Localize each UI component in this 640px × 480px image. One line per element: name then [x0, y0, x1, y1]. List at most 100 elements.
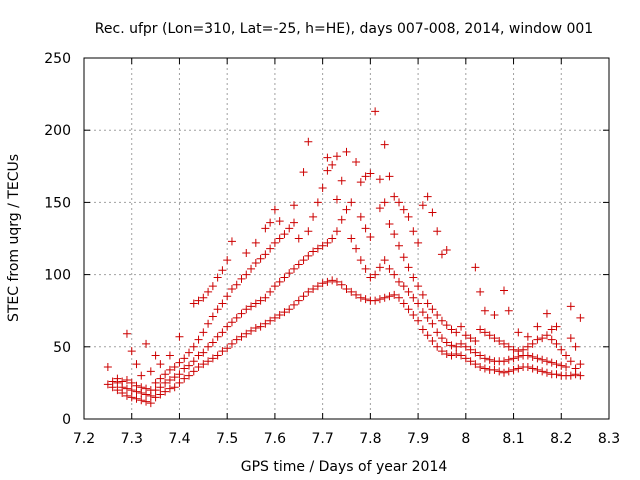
- data-point: [504, 342, 513, 351]
- data-point: [156, 374, 165, 383]
- data-point: [146, 367, 155, 376]
- data-point: [500, 286, 508, 295]
- data-point: [275, 234, 284, 243]
- data-point: [313, 282, 322, 291]
- data-point: [137, 371, 146, 380]
- data-point: [447, 351, 456, 360]
- data-point: [533, 335, 542, 344]
- data-point: [242, 248, 251, 257]
- data-point: [313, 198, 322, 207]
- data-point: [576, 371, 585, 380]
- data-point: [270, 205, 279, 214]
- data-point: [223, 292, 232, 301]
- data-point: [347, 234, 356, 243]
- data-point: [309, 285, 318, 294]
- data-point: [122, 384, 131, 393]
- data-point: [356, 256, 365, 265]
- data-point: [485, 331, 494, 340]
- data-point: [175, 378, 184, 387]
- data-point: [251, 238, 260, 247]
- data-point: [280, 230, 289, 239]
- data-point: [504, 355, 513, 364]
- data-point: [142, 397, 151, 406]
- y-axis-label: STEC from uqrg / TECUs: [6, 154, 22, 322]
- data-point: [251, 324, 260, 333]
- data-point: [552, 339, 561, 348]
- data-point: [461, 331, 470, 340]
- data-point: [442, 246, 451, 255]
- data-point: [509, 365, 518, 374]
- data-point: [356, 293, 365, 302]
- data-point: [437, 347, 446, 356]
- data-point: [442, 350, 451, 359]
- data-point: [328, 276, 337, 285]
- data-point: [418, 325, 427, 334]
- data-point: [390, 290, 399, 299]
- data-point: [390, 192, 399, 201]
- data-point: [433, 311, 442, 320]
- data-point: [213, 332, 222, 341]
- data-point: [170, 363, 179, 372]
- data-point: [371, 107, 380, 116]
- data-point: [304, 137, 313, 146]
- data-point: [361, 264, 370, 273]
- data-point: [261, 250, 270, 259]
- data-point: [428, 337, 437, 346]
- data-point: [189, 367, 198, 376]
- data-point: [299, 256, 308, 265]
- data-point: [437, 250, 446, 259]
- data-point: [103, 363, 112, 372]
- data-point: [304, 227, 313, 236]
- x-tick-label: 7.2: [73, 431, 95, 447]
- data-point: [480, 328, 489, 337]
- data-point: [266, 218, 275, 227]
- data-point: [232, 313, 241, 322]
- data-point: [103, 380, 112, 389]
- data-point: [538, 355, 547, 364]
- data-point: [304, 287, 313, 296]
- data-point: [404, 305, 413, 314]
- data-point: [500, 339, 508, 348]
- data-point: [352, 290, 361, 299]
- data-point: [285, 305, 294, 314]
- data-point: [337, 215, 346, 224]
- data-point: [557, 361, 566, 370]
- data-point: [562, 363, 571, 372]
- data-point: [237, 332, 246, 341]
- data-point: [122, 329, 131, 338]
- data-point: [328, 234, 337, 243]
- data-point: [204, 357, 213, 366]
- data-point: [146, 399, 155, 408]
- data-point: [227, 318, 236, 327]
- data-point: [471, 348, 480, 357]
- data-point: [194, 335, 203, 344]
- data-point: [318, 279, 327, 288]
- data-point: [433, 328, 442, 337]
- data-point: [275, 217, 284, 226]
- data-point: [409, 227, 418, 236]
- data-point: [218, 299, 227, 308]
- data-point: [533, 354, 542, 363]
- data-point: [409, 293, 418, 302]
- data-point: [165, 376, 174, 385]
- data-point: [127, 393, 136, 402]
- data-point: [185, 361, 193, 370]
- data-point: [380, 198, 389, 207]
- data-point: [423, 299, 432, 308]
- data-point: [380, 140, 389, 149]
- data-point: [395, 198, 403, 207]
- data-point: [542, 331, 551, 340]
- data-point: [323, 153, 332, 162]
- y-tick-label: 200: [44, 123, 71, 139]
- y-tick-label: 250: [44, 51, 71, 67]
- data-point: [423, 313, 432, 322]
- data-point: [218, 328, 227, 337]
- data-point: [452, 328, 461, 337]
- data-point: [165, 365, 174, 374]
- data-point: [528, 352, 537, 361]
- data-point: [533, 365, 542, 374]
- data-point: [132, 381, 141, 390]
- x-tick-label: 8.2: [550, 431, 572, 447]
- data-point: [471, 263, 480, 272]
- data-point: [375, 263, 384, 272]
